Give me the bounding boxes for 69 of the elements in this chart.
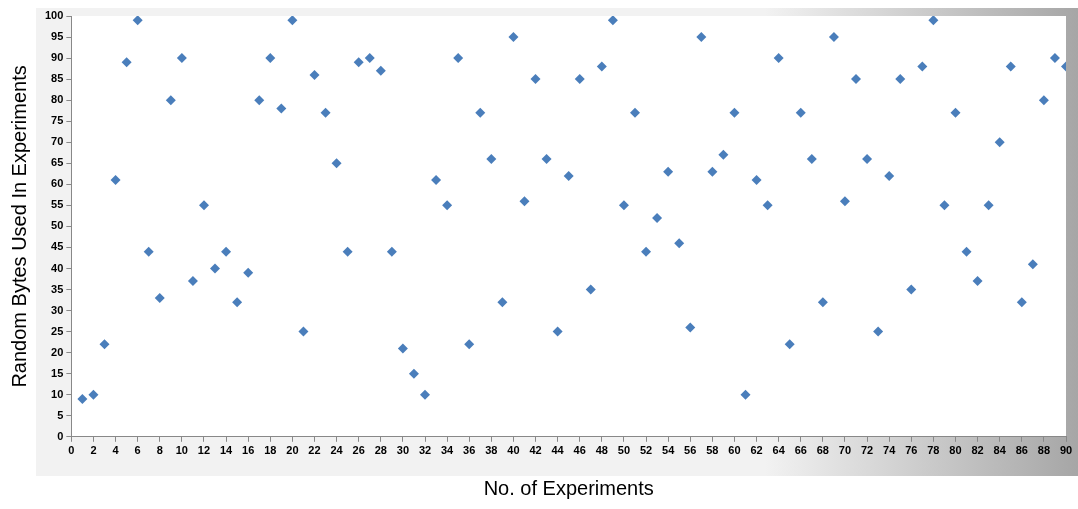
x-tick-label: 28 <box>374 444 387 457</box>
x-tick-label: 58 <box>706 444 719 457</box>
x-tick-label: 32 <box>418 444 432 457</box>
x-tick-label: 44 <box>551 444 565 457</box>
x-tick-label: 12 <box>197 444 211 457</box>
x-tick-label: 60 <box>728 444 741 457</box>
x-tick-label: 70 <box>838 444 852 457</box>
x-tick-label: 54 <box>662 444 676 457</box>
y-tick-label: 55 <box>51 198 64 211</box>
y-tick-label: 60 <box>51 177 64 190</box>
y-tick-label: 25 <box>51 324 64 337</box>
y-tick-label: 75 <box>51 114 64 127</box>
x-tick-label: 74 <box>883 444 897 457</box>
x-tick-label: 84 <box>993 444 1007 457</box>
y-tick-label: 20 <box>51 345 64 358</box>
y-tick-label: 80 <box>51 93 64 106</box>
x-tick-label: 8 <box>156 444 163 457</box>
x-tick-label: 80 <box>949 444 962 457</box>
x-tick-label: 22 <box>308 444 321 457</box>
x-tick-label: 46 <box>573 444 586 457</box>
x-tick-label: 26 <box>352 444 365 457</box>
y-tick-label: 90 <box>51 51 64 64</box>
x-tick-label: 10 <box>175 444 188 457</box>
y-tick-label: 95 <box>51 30 64 43</box>
x-tick-label: 24 <box>330 444 344 457</box>
y-tick-label: 70 <box>51 135 64 148</box>
x-tick-label: 4 <box>112 444 120 457</box>
x-tick-label: 68 <box>816 444 829 457</box>
y-tick-label: 0 <box>57 429 64 442</box>
x-tick-label: 16 <box>242 444 255 457</box>
y-tick-label: 15 <box>51 366 64 379</box>
x-tick-label: 78 <box>927 444 940 457</box>
x-tick-label: 36 <box>463 444 476 457</box>
x-tick-label: 52 <box>639 444 653 457</box>
y-tick-label: 85 <box>51 72 64 85</box>
x-tick-label: 56 <box>684 444 697 457</box>
y-tick-label: 35 <box>51 282 64 295</box>
x-tick-label: 14 <box>219 444 234 457</box>
y-tick-label: 50 <box>51 219 64 232</box>
x-tick-label: 90 <box>1059 444 1073 457</box>
x-tick-label: 66 <box>794 444 807 457</box>
y-axis-title: Random Bytes Used In Experiments <box>7 65 30 388</box>
x-tick-label: 50 <box>617 444 631 457</box>
x-tick-label: 86 <box>1015 444 1028 457</box>
x-tick-label: 18 <box>264 444 277 457</box>
x-tick-label: 2 <box>90 444 97 457</box>
x-tick-label: 82 <box>971 444 984 457</box>
x-tick-label: 34 <box>440 444 455 457</box>
y-tick-label: 65 <box>51 156 64 169</box>
y-tick-label: 5 <box>57 408 64 421</box>
x-tick-label: 48 <box>595 444 608 457</box>
y-tick-label: 100 <box>44 9 64 22</box>
x-tick-label: 42 <box>529 444 542 457</box>
x-axis-title: No. of Experiments <box>483 476 654 499</box>
x-tick-label: 72 <box>860 444 874 457</box>
x-tick-label: 0 <box>68 444 75 457</box>
y-tick-label: 10 <box>51 387 64 400</box>
x-tick-label: 20 <box>286 444 299 457</box>
x-tick-label: 30 <box>396 444 410 457</box>
x-tick-label: 64 <box>772 444 786 457</box>
x-tick-label: 88 <box>1037 444 1051 457</box>
x-tick-label: 6 <box>134 444 141 457</box>
x-tick-label: 38 <box>485 444 498 457</box>
y-tick-label: 30 <box>51 303 64 316</box>
x-tick-label: 40 <box>507 444 520 457</box>
y-tick-label: 45 <box>51 240 64 253</box>
y-tick-label: 40 <box>51 261 64 274</box>
x-tick-label: 62 <box>750 444 763 457</box>
x-tick-label: 76 <box>905 444 918 457</box>
